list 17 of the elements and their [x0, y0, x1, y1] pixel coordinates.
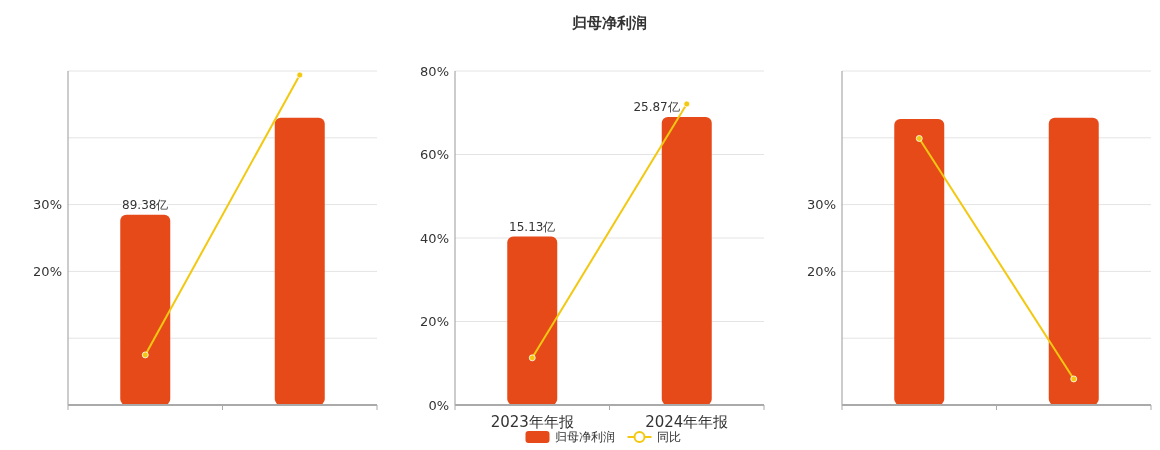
x-tick-label: 2023年年报 — [490, 413, 574, 431]
legend-label: 同比 — [656, 430, 681, 445]
data-label: 15.13亿 — [509, 219, 556, 234]
legend-label: 归母净利润 — [554, 430, 615, 445]
y-tick-label: 20% — [33, 263, 62, 279]
y-tick-label: 40% — [420, 230, 449, 246]
data-label: 89.38亿 — [122, 197, 169, 212]
y-tick-label: 30% — [33, 197, 62, 213]
y-tick-label: 80% — [420, 63, 449, 79]
y-tick-label: 20% — [420, 314, 449, 330]
y-tick-label: 0% — [428, 397, 449, 413]
chart-title: 归母净利润 — [571, 14, 647, 32]
data-label: 25.87亿 — [633, 99, 680, 114]
y-tick-label: 30% — [807, 197, 836, 213]
y-tick-label: 20% — [807, 263, 836, 279]
y-tick-label: 60% — [420, 147, 449, 163]
x-tick-label: 2024年年报 — [645, 413, 729, 431]
